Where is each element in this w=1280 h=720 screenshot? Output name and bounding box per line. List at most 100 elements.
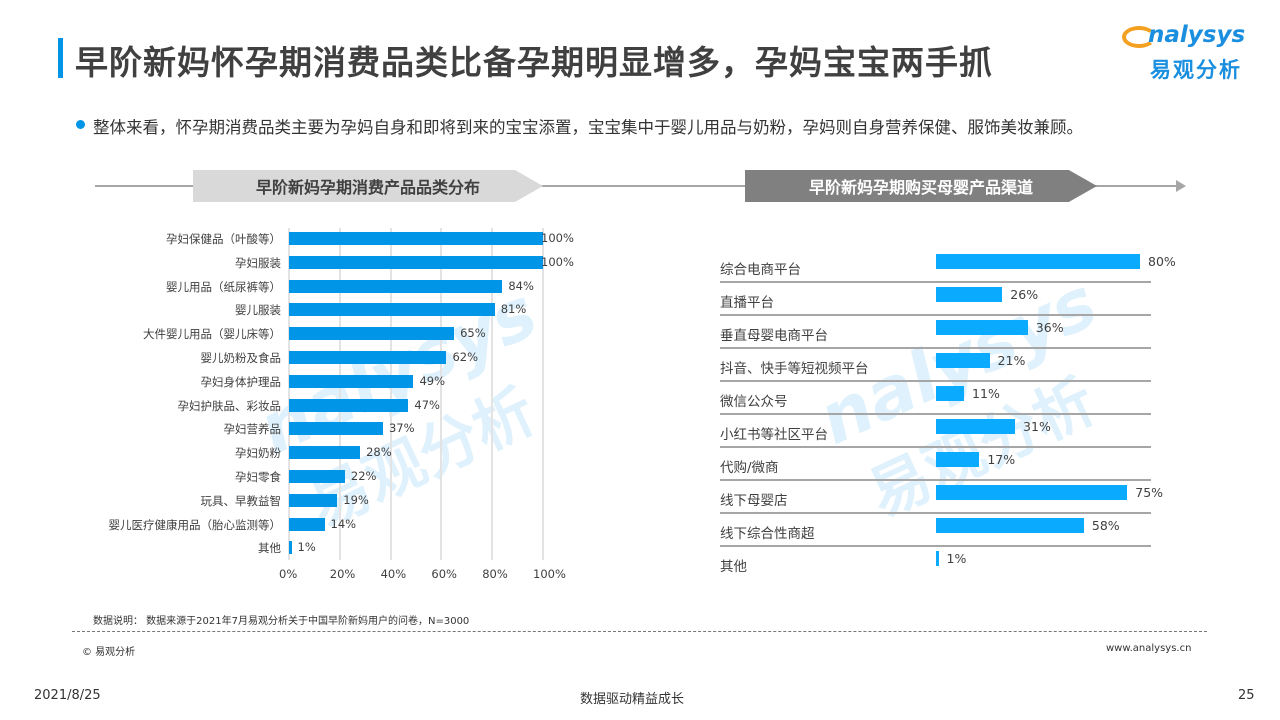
x-tick-label: 0% bbox=[279, 567, 298, 581]
data-label: 28% bbox=[366, 445, 392, 460]
category-label: 孕妇服装 bbox=[235, 255, 281, 270]
left-chart-title: 早阶新妈孕期消费产品品类分布 bbox=[193, 170, 543, 202]
row-separator bbox=[720, 314, 1151, 316]
x-tick-label: 80% bbox=[482, 567, 508, 581]
channel-label: 线下母婴店 bbox=[720, 493, 788, 509]
row-separator bbox=[720, 446, 1151, 448]
data-label: 62% bbox=[452, 350, 479, 364]
gridline bbox=[440, 228, 443, 560]
data-label: 81% bbox=[500, 302, 527, 317]
bar bbox=[936, 452, 980, 467]
logo-ring-icon bbox=[1122, 26, 1156, 48]
gridline bbox=[491, 228, 494, 560]
data-label: 14% bbox=[330, 516, 357, 531]
gridline bbox=[389, 228, 392, 560]
bar bbox=[289, 255, 543, 269]
row-separator bbox=[720, 413, 1151, 415]
channel-label: 综合电商平台 bbox=[720, 262, 801, 278]
gridline bbox=[542, 228, 544, 560]
data-label: 49% bbox=[419, 373, 446, 388]
data-note: 数据说明： 数据来源于2021年7月易观分析关于中国早阶新妈用户的问卷，N=30… bbox=[93, 616, 470, 627]
channel-label: 线下综合性商超 bbox=[720, 526, 815, 542]
row-separator bbox=[720, 545, 1151, 547]
website-link[interactable]: www.analysys.cn bbox=[1106, 643, 1192, 654]
data-label: 36% bbox=[1035, 320, 1064, 335]
data-label: 22% bbox=[350, 469, 377, 483]
title-accent-bar bbox=[58, 38, 63, 78]
x-tick-label: 20% bbox=[329, 567, 356, 581]
bar bbox=[936, 353, 990, 368]
data-label: 19% bbox=[343, 492, 369, 507]
bar bbox=[936, 386, 965, 401]
channel-label: 抖音、快手等短视频平台 bbox=[720, 361, 869, 377]
data-label: 75% bbox=[1135, 485, 1164, 500]
bar bbox=[936, 254, 1140, 269]
section-divider bbox=[95, 185, 1180, 187]
row-separator bbox=[720, 281, 1151, 283]
bar bbox=[936, 320, 1028, 335]
category-label: 孕妇奶粉 bbox=[235, 446, 281, 461]
bar bbox=[289, 351, 447, 364]
channel-label: 垂直母婴电商平台 bbox=[720, 328, 828, 344]
channel-label: 微信公众号 bbox=[720, 394, 788, 410]
row-separator bbox=[720, 380, 1151, 382]
x-tick-label: 40% bbox=[380, 567, 407, 581]
category-label: 婴儿服装 bbox=[235, 303, 281, 318]
x-tick-label: 100% bbox=[533, 567, 566, 581]
logo-text-en: nalysys bbox=[1148, 22, 1246, 48]
data-label: 17% bbox=[987, 452, 1016, 467]
bar bbox=[936, 518, 1084, 533]
data-label: 21% bbox=[997, 353, 1026, 368]
bar bbox=[289, 327, 455, 341]
data-label: 37% bbox=[388, 421, 415, 436]
data-label: 84% bbox=[508, 278, 534, 293]
category-label: 孕妇护肤品、彩妆品 bbox=[177, 398, 282, 413]
data-label: 1% bbox=[946, 551, 967, 566]
category-label: 孕妇保健品（叶酸等） bbox=[166, 232, 281, 246]
bar bbox=[289, 303, 495, 317]
bar bbox=[289, 374, 414, 388]
row-separator bbox=[720, 479, 1151, 481]
gridline bbox=[338, 228, 341, 560]
data-label: 47% bbox=[414, 397, 440, 412]
date: 2021/8/25 bbox=[34, 688, 101, 703]
bar bbox=[289, 470, 345, 483]
bar bbox=[289, 493, 338, 507]
row-separator bbox=[720, 347, 1151, 349]
page-title: 早阶新妈怀孕期消费品类比备孕期明显增多，孕妈宝宝两手抓 bbox=[75, 43, 993, 82]
page-number: 25 bbox=[1238, 688, 1255, 703]
row-separator bbox=[720, 512, 1151, 514]
summary-text: 整体来看，怀孕期消费品类主要为孕妈自身和即将到来的宝宝添置，宝宝集中于婴儿用品与… bbox=[93, 118, 1083, 137]
category-label: 孕妇身体护理品 bbox=[200, 374, 282, 389]
x-tick-label: 60% bbox=[431, 567, 457, 581]
bar bbox=[289, 422, 383, 436]
channel-label: 其他 bbox=[720, 559, 747, 575]
bar bbox=[936, 287, 1003, 302]
data-label: 58% bbox=[1091, 518, 1120, 533]
bar bbox=[289, 541, 292, 555]
data-label: 11% bbox=[972, 386, 1000, 401]
data-label: 31% bbox=[1023, 419, 1051, 434]
channel-label: 小红书等社区平台 bbox=[720, 427, 828, 443]
gridline bbox=[288, 228, 290, 560]
bar bbox=[936, 485, 1128, 500]
category-label: 大件婴儿用品（婴儿床等） bbox=[143, 327, 281, 342]
category-label: 婴儿用品（纸尿裤等） bbox=[166, 279, 281, 294]
category-label: 孕妇零食 bbox=[235, 470, 281, 484]
arrow-right-icon bbox=[1176, 180, 1186, 192]
slogan: 数据驱动精益成长 bbox=[580, 692, 685, 707]
data-label: 80% bbox=[1148, 254, 1176, 269]
bar bbox=[936, 551, 939, 566]
bullet-icon bbox=[76, 120, 85, 129]
data-label: 1% bbox=[297, 540, 316, 555]
bar bbox=[289, 279, 503, 293]
category-label: 婴儿医疗健康用品（胎心监测等） bbox=[108, 517, 282, 532]
right-chart-title: 早阶新妈孕期购买母婴产品渠道 bbox=[745, 170, 1097, 202]
category-label: 孕妇营养品 bbox=[223, 422, 282, 437]
footer-divider bbox=[72, 631, 1207, 632]
bar bbox=[936, 419, 1016, 434]
category-label: 玩具、早教益智 bbox=[200, 493, 282, 508]
category-label: 其他 bbox=[258, 541, 281, 556]
bar bbox=[289, 446, 361, 460]
bar bbox=[289, 398, 409, 412]
